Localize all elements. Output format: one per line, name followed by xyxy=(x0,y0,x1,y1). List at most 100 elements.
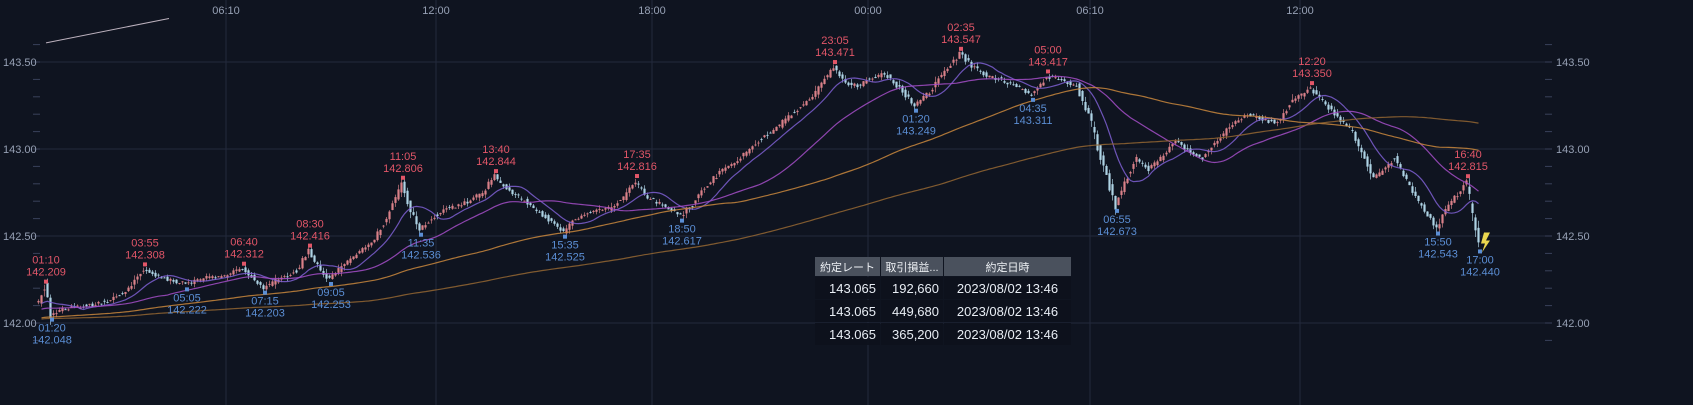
swing-price-label: 142.673 xyxy=(1097,226,1137,238)
price-axis-label-right: 143.50 xyxy=(1556,57,1590,69)
swing-price-label: 143.350 xyxy=(1292,68,1332,80)
swing-time-label: 23:05 xyxy=(821,35,849,47)
swing-price-label: 142.312 xyxy=(224,249,264,261)
swing-price-label: 142.815 xyxy=(1448,161,1488,173)
swing-price-label: 142.416 xyxy=(290,231,330,243)
trade-row[interactable]: 143.065 449,680 2023/08/02 13:46 xyxy=(815,300,1071,322)
swing-low-marker xyxy=(50,317,54,322)
trendline xyxy=(45,18,170,44)
swing-time-label: 18:50 xyxy=(668,224,696,236)
swing-time-label: 17:00 xyxy=(1466,254,1494,266)
trade-row[interactable]: 143.065 365,200 2023/08/02 13:46 xyxy=(815,323,1071,345)
ma-mid xyxy=(41,75,1479,310)
swing-high-marker xyxy=(635,174,639,179)
swing-time-label: 06:40 xyxy=(230,237,258,249)
swing-price-label: 142.203 xyxy=(245,308,285,320)
swing-low-marker xyxy=(329,281,333,286)
price-axis-label-left: 142.00 xyxy=(3,318,37,330)
swing-price-label: 143.547 xyxy=(941,34,981,46)
current-price-marker xyxy=(1481,232,1490,253)
trade-pnl-cell: 192,660 xyxy=(881,277,943,299)
swing-time-label: 05:00 xyxy=(1034,44,1062,56)
trade-table-header: 約定レート 取引損益... 約定日時 xyxy=(815,257,1071,276)
swing-price-label: 142.048 xyxy=(32,335,72,347)
time-axis-label: 18:00 xyxy=(638,5,666,17)
swing-low-marker xyxy=(1436,231,1440,236)
swing-high-marker xyxy=(308,243,312,248)
swing-time-label: 06:55 xyxy=(1103,214,1131,226)
swing-price-label: 142.440 xyxy=(1460,266,1500,278)
trade-rate-cell: 143.065 xyxy=(815,300,880,322)
trade-row[interactable]: 143.065 192,660 2023/08/02 13:46 xyxy=(815,277,1071,299)
swing-high-marker xyxy=(1046,69,1050,74)
swing-time-label: 11:35 xyxy=(408,238,435,250)
time-axis-label: 06:10 xyxy=(212,5,240,17)
swing-time-label: 01:10 xyxy=(32,255,60,267)
ma-fast xyxy=(41,62,1479,311)
swing-time-label: 12:20 xyxy=(1298,56,1326,68)
swing-high-marker xyxy=(401,175,405,180)
price-axis-label-right: 143.00 xyxy=(1556,144,1590,156)
swing-low-marker xyxy=(1115,208,1119,213)
swing-price-label: 142.617 xyxy=(662,236,702,248)
swing-price-label: 142.222 xyxy=(167,304,207,316)
swing-low-marker xyxy=(914,108,918,113)
swing-time-label: 03:55 xyxy=(131,237,159,249)
trade-pnl-cell: 365,200 xyxy=(881,323,943,345)
ma-long xyxy=(41,116,1479,320)
swing-high-marker xyxy=(242,261,246,266)
swing-price-label: 142.253 xyxy=(311,299,351,311)
ma-slow xyxy=(41,87,1479,319)
time-axis-label: 06:10 xyxy=(1076,5,1104,17)
price-axis-label-right: 142.50 xyxy=(1556,231,1590,243)
swing-time-label: 02:35 xyxy=(947,22,975,34)
swing-price-label: 143.249 xyxy=(896,126,936,138)
price-axis-label-left: 143.50 xyxy=(3,57,37,69)
swing-low-marker xyxy=(563,234,567,239)
swing-time-label: 04:35 xyxy=(1019,103,1047,115)
swing-time-label: 13:40 xyxy=(482,144,510,156)
swing-time-label: 16:40 xyxy=(1454,149,1482,161)
trade-table: 約定レート 取引損益... 約定日時 143.065 192,660 2023/08… xyxy=(815,257,1071,345)
swing-time-label: 01:20 xyxy=(902,114,930,126)
swing-low-marker xyxy=(1031,97,1035,102)
swing-low-marker xyxy=(1478,249,1482,254)
time-axis-label: 12:00 xyxy=(422,5,450,17)
time-axis-label: 12:00 xyxy=(1286,5,1314,17)
trade-datetime-cell: 2023/08/02 13:46 xyxy=(944,323,1071,345)
swing-price-label: 142.536 xyxy=(401,250,441,262)
swing-price-label: 143.311 xyxy=(1014,115,1053,127)
trade-rate-cell: 143.065 xyxy=(815,323,880,345)
swing-price-label: 142.308 xyxy=(125,249,165,261)
swing-time-label: 07:15 xyxy=(251,296,279,308)
swing-low-marker xyxy=(419,232,423,237)
swing-time-label: 05:05 xyxy=(173,292,201,304)
header-fill-datetime[interactable]: 約定日時 xyxy=(944,257,1071,276)
swing-price-label: 142.209 xyxy=(26,267,66,279)
swing-price-label: 142.816 xyxy=(617,161,657,173)
header-trade-pnl[interactable]: 取引損益... xyxy=(881,257,943,276)
swing-low-marker xyxy=(680,218,684,223)
swing-price-label: 143.471 xyxy=(815,47,855,59)
trade-rate-cell: 143.065 xyxy=(815,277,880,299)
header-fill-rate[interactable]: 約定レート xyxy=(815,257,880,276)
swing-time-label: 01:20 xyxy=(38,323,66,335)
swing-time-label: 11:05 xyxy=(390,151,417,163)
swing-time-label: 09:05 xyxy=(317,287,345,299)
swing-time-label: 17:35 xyxy=(623,149,651,161)
swing-price-label: 142.806 xyxy=(383,163,423,175)
swing-price-label: 143.417 xyxy=(1028,56,1068,68)
swing-low-marker xyxy=(263,290,267,295)
swing-price-label: 142.543 xyxy=(1418,249,1458,261)
swing-high-marker xyxy=(833,60,837,65)
swing-low-marker xyxy=(185,287,189,292)
swing-price-label: 142.525 xyxy=(545,252,585,264)
trade-pnl-cell: 449,680 xyxy=(881,300,943,322)
time-axis-label: 00:00 xyxy=(854,5,882,17)
trade-datetime-cell: 2023/08/02 13:46 xyxy=(944,277,1071,299)
trade-datetime-cell: 2023/08/02 13:46 xyxy=(944,300,1071,322)
swing-high-marker xyxy=(959,46,963,51)
swing-high-marker xyxy=(1310,81,1314,86)
